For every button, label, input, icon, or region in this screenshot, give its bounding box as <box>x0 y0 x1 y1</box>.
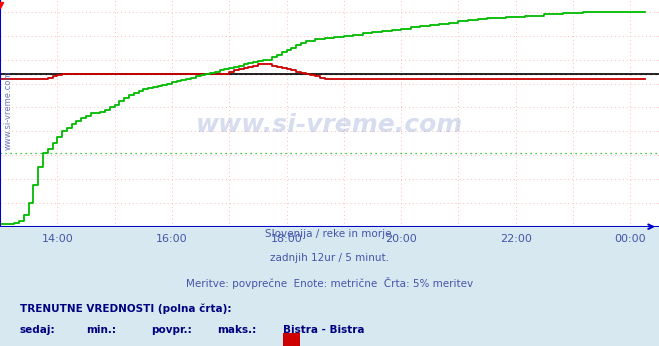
Text: Meritve: povprečne  Enote: metrične  Črta: 5% meritev: Meritve: povprečne Enote: metrične Črta:… <box>186 277 473 289</box>
Text: sedaj:: sedaj: <box>20 325 55 335</box>
Text: zadnjih 12ur / 5 minut.: zadnjih 12ur / 5 minut. <box>270 253 389 263</box>
Text: maks.:: maks.: <box>217 325 257 335</box>
Text: min.:: min.: <box>86 325 116 335</box>
Text: www.si-vreme.com: www.si-vreme.com <box>3 71 13 151</box>
Text: TRENUTNE VREDNOSTI (polna črta):: TRENUTNE VREDNOSTI (polna črta): <box>20 303 231 313</box>
Text: Bistra - Bistra: Bistra - Bistra <box>283 325 365 335</box>
Bar <box>283 333 300 346</box>
Text: Slovenija / reke in morje.: Slovenija / reke in morje. <box>264 229 395 239</box>
Text: www.si-vreme.com: www.si-vreme.com <box>196 113 463 137</box>
Text: povpr.:: povpr.: <box>152 325 192 335</box>
